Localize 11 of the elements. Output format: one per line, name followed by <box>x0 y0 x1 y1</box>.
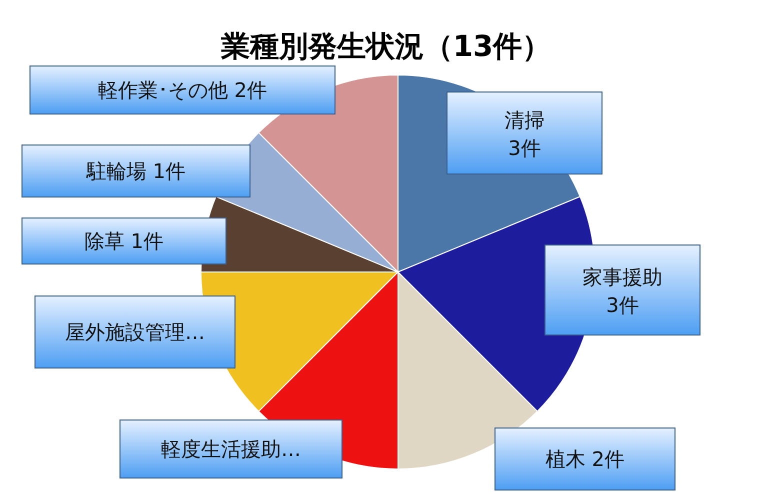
slice-label: 駐輪場 1件 <box>85 159 186 183</box>
slice-label: 屋外施設管理… <box>65 320 205 344</box>
slice-label: 軽度生活援助… <box>161 437 301 461</box>
data-label: 3件 <box>508 136 541 160</box>
slice-label: 清掃 <box>504 108 544 132</box>
slice-label: 家事援助 <box>582 265 662 289</box>
slice-label: 軽作業･その他 2件 <box>98 78 268 102</box>
slice-label: 植木 2件 <box>545 447 625 471</box>
data-label: 3件 <box>606 293 639 317</box>
chart-title: 業種別発生状況（13件） <box>220 29 552 63</box>
slice-label: 除草 1件 <box>84 229 164 253</box>
